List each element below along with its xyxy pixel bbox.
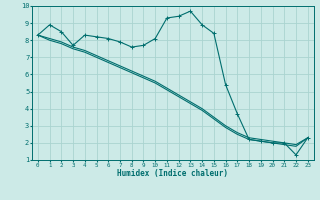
X-axis label: Humidex (Indice chaleur): Humidex (Indice chaleur): [117, 169, 228, 178]
